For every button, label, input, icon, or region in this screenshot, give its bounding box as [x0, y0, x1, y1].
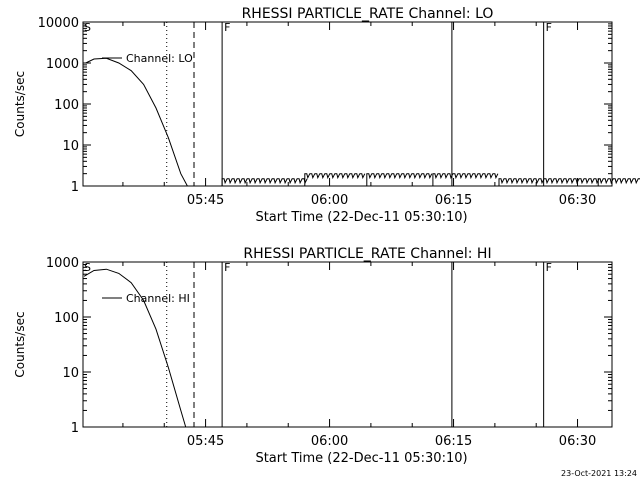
- series-step-segment: [366, 173, 433, 186]
- event-marker-label: F: [546, 21, 552, 34]
- x-tick-label: 06:15: [435, 434, 472, 449]
- chart-panel-hi: RHESSI PARTICLE_RATE Channel: HI Counts/s…: [13, 246, 613, 466]
- plot-frame: [82, 21, 613, 187]
- series-step-segment: [498, 178, 600, 186]
- footer-timestamp: 23-Oct-2021 13:24: [561, 469, 637, 478]
- y-tick-label: 100: [54, 98, 79, 113]
- series-step-segment: [304, 173, 366, 186]
- y-axis-label: Counts/sec: [13, 71, 27, 137]
- event-marker-label: F: [224, 261, 230, 274]
- y-tick-label: 1: [71, 421, 79, 436]
- x-axis-label: Start Time (22-Dec-11 05:30:10): [255, 210, 467, 225]
- series-step-segment: [597, 178, 640, 186]
- legend-label: Channel: HI: [126, 292, 190, 305]
- x-tick-label: 05:45: [187, 193, 224, 208]
- series-step-segment: [432, 173, 499, 186]
- x-tick-label: 06:00: [311, 434, 348, 449]
- y-axis-label: Counts/sec: [13, 311, 27, 377]
- y-tick-label: 100: [54, 311, 79, 326]
- event-marker-label: F: [224, 21, 230, 34]
- y-tick-label: 10: [62, 139, 79, 154]
- series-curve: [83, 268, 187, 428]
- y-tick-label: 1: [71, 180, 79, 195]
- y-tick-label: 10000: [38, 16, 79, 31]
- y-tick-label: 1000: [46, 256, 79, 271]
- chart-title: RHESSI PARTICLE_RATE Channel: LO: [242, 6, 494, 22]
- start-marker-label: S: [84, 21, 91, 34]
- x-tick-label: 05:45: [187, 434, 224, 449]
- x-tick-label: 06:30: [559, 193, 596, 208]
- series-step-segment: [221, 178, 308, 186]
- start-marker-label: S: [84, 261, 91, 274]
- x-axis-label: Start Time (22-Dec-11 05:30:10): [255, 451, 467, 466]
- event-marker-label: F: [546, 261, 552, 274]
- chart-title: RHESSI PARTICLE_RATE Channel: HI: [243, 246, 491, 262]
- x-tick-label: 06:30: [559, 434, 596, 449]
- legend-label: Channel: LO: [126, 52, 193, 65]
- chart-panel-lo: RHESSI PARTICLE_RATE Channel: LO Counts/s…: [13, 6, 640, 225]
- series-curve: [85, 57, 188, 187]
- y-tick-label: 1000: [46, 57, 79, 72]
- plot-frame: [82, 261, 613, 428]
- x-tick-label: 06:15: [435, 193, 472, 208]
- y-tick-label: 10: [62, 366, 79, 381]
- x-tick-label: 06:00: [311, 193, 348, 208]
